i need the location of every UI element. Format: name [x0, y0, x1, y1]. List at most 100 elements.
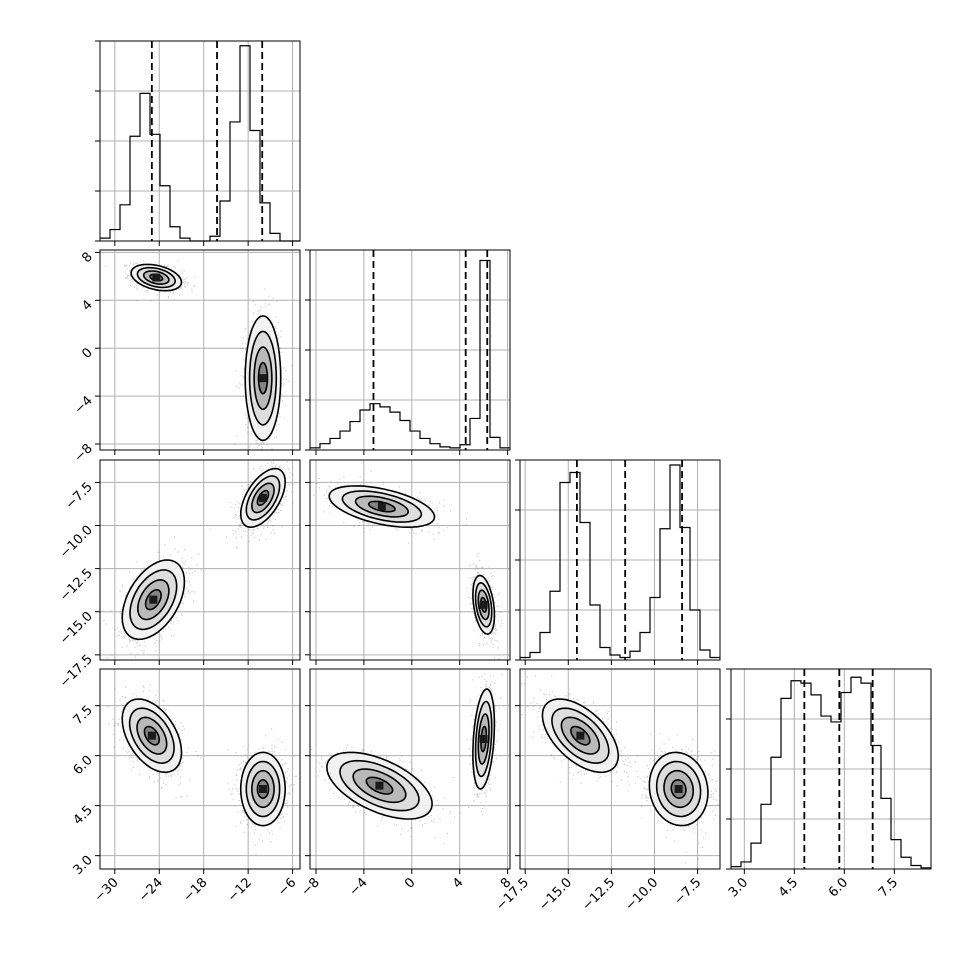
density-peak-4-0 — [375, 781, 384, 790]
ytick-label-1-1: −4 — [72, 393, 96, 417]
density-peak-4-1 — [479, 735, 488, 743]
histogram-frame-1 — [309, 249, 511, 451]
histogram-panel-1 — [305, 249, 511, 451]
xtick-label-2-4: −7.5 — [671, 875, 704, 908]
ytick-label-1-0: −8 — [72, 441, 96, 465]
contour-line-3-0-1 — [341, 490, 423, 523]
contour-line-3-1-0 — [472, 574, 496, 635]
contour-line-1-0-1 — [129, 569, 178, 631]
contour-line-2-0-1 — [128, 707, 175, 765]
xtick-label-0-0: −30 — [92, 875, 122, 905]
histogram-frame-3 — [730, 668, 932, 870]
density-frame-1-2 — [309, 459, 511, 661]
xtick-label-1-1: −4 — [347, 875, 371, 899]
contour-line-4-1-1 — [474, 700, 493, 778]
density-layer-2 — [106, 684, 298, 856]
contour-line-4-1-0 — [472, 688, 496, 790]
contour-line-5-0-3 — [570, 725, 591, 746]
density-peak-0-1 — [258, 374, 267, 383]
contour-line-4-0-1 — [339, 759, 420, 812]
histogram-frame-0 — [99, 40, 301, 242]
contour-line-0-1-2 — [253, 346, 273, 411]
ytick-label-2-0: −17.5 — [57, 652, 96, 691]
xtick-label-0-4: −6 — [275, 875, 299, 899]
xtick-label-0-2: −18 — [181, 875, 211, 905]
density-peak-5-0 — [576, 731, 585, 740]
density-frame-0-2 — [99, 459, 301, 661]
contour-line-2-0-0 — [121, 698, 183, 774]
contour-line-5-1-1 — [655, 760, 702, 818]
ytick-label-3-0: 3.0 — [71, 853, 96, 878]
ytick-label-1-3: 4 — [79, 298, 95, 314]
contour-line-4-1-3 — [480, 725, 488, 753]
density-layer-5 — [521, 675, 720, 864]
ytick-label-2-1: −15.0 — [57, 609, 96, 648]
density-panel-1-3 — [309, 668, 511, 870]
xtick-label-2-3: −10.0 — [623, 875, 662, 914]
contour-line-5-0-2 — [560, 716, 601, 755]
ytick-label-2-2: −12.5 — [57, 566, 96, 605]
contour-line-0-1-3 — [257, 361, 269, 395]
density-layer-3 — [313, 470, 503, 660]
histogram-frame-2 — [519, 459, 721, 661]
contour-line-1-0-3 — [144, 589, 162, 611]
density-frame-1-3 — [309, 668, 511, 870]
density-layer-4 — [310, 673, 503, 845]
contour-line-1-0-2 — [136, 578, 170, 621]
density-peak-1-0 — [149, 595, 158, 604]
ytick-label-3-3: 7.5 — [71, 703, 96, 728]
histogram-panel-0 — [95, 40, 301, 242]
contour-line-3-1-1 — [474, 581, 493, 628]
density-peak-2-1 — [258, 785, 267, 793]
density-panel-1-2 — [309, 459, 511, 661]
xtick-label-3-2: 6.0 — [826, 875, 851, 900]
contour-line-3-0-0 — [328, 485, 436, 529]
density-peak-0-0 — [152, 273, 161, 282]
density-peak-3-1 — [479, 600, 488, 609]
contour-line-5-1-2 — [663, 769, 694, 809]
contour-line-1-1-1 — [245, 475, 281, 521]
density-peak-3-0 — [377, 502, 386, 511]
contour-line-2-0-3 — [143, 725, 161, 746]
contour-line-2-1-3 — [256, 778, 270, 800]
density-peak-1-1 — [258, 493, 267, 502]
xtick-label-2-2: −12.5 — [579, 875, 618, 914]
contour-line-1-0-0 — [121, 559, 186, 641]
density-frame-2-3 — [519, 668, 721, 870]
contour-line-2-0-2 — [136, 716, 168, 755]
xtick-label-3-3: 7.5 — [876, 875, 901, 900]
contour-line-5-0-0 — [541, 698, 620, 774]
contour-line-0-0-1 — [136, 266, 177, 289]
xtick-label-3-1: 4.5 — [776, 875, 801, 900]
density-frame-0-3 — [99, 668, 301, 870]
contour-line-0-1-1 — [248, 330, 278, 426]
density-panel-0-1 — [99, 249, 301, 451]
contour-line-5-1-3 — [670, 778, 687, 800]
contour-line-4-0-2 — [352, 768, 407, 804]
histogram-line-3 — [731, 676, 931, 869]
xtick-label-0-1: −24 — [136, 875, 166, 905]
histogram-panel-2 — [515, 459, 721, 661]
contour-line-5-1-0 — [648, 751, 709, 827]
density-panel-0-3 — [99, 668, 301, 870]
density-peak-5-1 — [674, 785, 683, 793]
ytick-label-3-2: 6.0 — [71, 753, 96, 778]
ytick-label-1-4: 8 — [79, 250, 95, 266]
contour-line-0-1-0 — [244, 315, 282, 442]
contour-line-2-1-0 — [239, 751, 287, 827]
histogram-line-0 — [100, 45, 300, 242]
xtick-label-3-0: 3.0 — [726, 875, 751, 900]
xtick-label-1-3: 4 — [450, 875, 466, 891]
contour-line-3-0-3 — [367, 500, 396, 513]
contour-line-5-0-1 — [551, 707, 610, 764]
ytick-label-3-1: 4.5 — [71, 803, 96, 828]
density-panel-2-3 — [519, 668, 721, 870]
density-peak-2-0 — [147, 731, 156, 740]
xtick-label-1-0: −8 — [299, 875, 323, 899]
contour-line-2-1-1 — [245, 760, 281, 818]
contour-line-1-1-0 — [240, 467, 287, 529]
xtick-label-2-1: −15.0 — [536, 875, 575, 914]
density-layer-0 — [105, 260, 293, 450]
histogram-panel-3 — [726, 668, 932, 870]
